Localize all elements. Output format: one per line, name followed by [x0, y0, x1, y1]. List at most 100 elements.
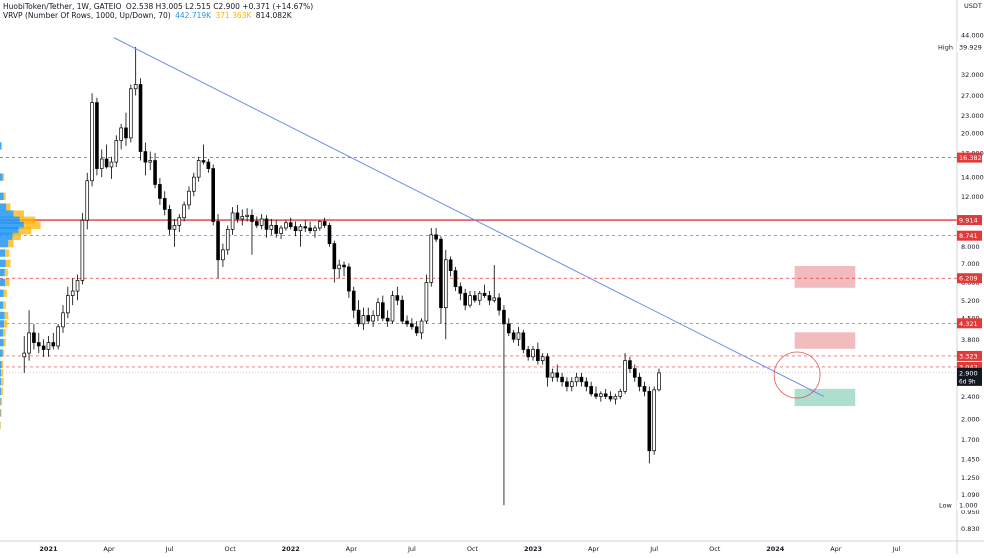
candle-body [367, 316, 370, 322]
candle-body [183, 205, 186, 218]
candle-body [493, 298, 496, 300]
candle-body [536, 349, 539, 360]
currency-label: USDT [964, 2, 982, 10]
candle-body [653, 390, 656, 451]
candle-body [280, 228, 283, 233]
candle-body [415, 327, 418, 333]
time-tick-label: Apr [588, 545, 600, 553]
candle-body [62, 313, 65, 327]
candle-body [377, 303, 380, 316]
volume-profile-down-bar [1, 369, 3, 376]
candle-body [42, 346, 45, 350]
candle-body [149, 161, 152, 163]
candle-body [512, 333, 515, 339]
volume-profile-down-bar [5, 279, 9, 286]
candle-body [158, 184, 161, 198]
volume-profile-up-bar [0, 312, 5, 319]
volume-profile-up-bar [0, 349, 3, 356]
candle-body [57, 327, 60, 346]
time-tick-label: Jul [407, 545, 416, 553]
volume-profile-up-bar [0, 409, 1, 416]
volume-profile-down-bar [6, 260, 11, 267]
vrvp-down-value: 371.363K [215, 11, 251, 20]
volume-profile-down-bar [12, 233, 20, 240]
level-price-tag-label: 8.741 [959, 232, 978, 240]
candle-body [352, 291, 355, 310]
candle-body [449, 260, 452, 271]
candle-body [590, 386, 593, 393]
volume-profile-up-bar [0, 378, 1, 385]
candle-body [241, 217, 244, 219]
price-tick-label: 44.000 [961, 31, 984, 39]
candle-body [435, 235, 438, 239]
candle-body [255, 221, 258, 225]
volume-profile-down-bar [5, 269, 8, 276]
candle-body [173, 225, 176, 229]
candle-body [71, 291, 74, 296]
volume-profile-down-bar [8, 240, 13, 247]
candle-body [585, 382, 588, 387]
candle-body [314, 228, 317, 231]
candle-body [507, 324, 510, 333]
candle-body [624, 361, 627, 392]
volume-profile-down-bar [3, 173, 5, 180]
price-tick-label: 27.000 [961, 92, 984, 100]
candle-body [347, 267, 350, 291]
level-price-tag-label: 16.382 [959, 154, 982, 162]
volume-profile-up-bar [0, 142, 1, 149]
candle-body [212, 169, 215, 222]
candle-body [37, 343, 40, 346]
time-tick-label: Oct [467, 545, 479, 553]
current-price-value: 2.900 [959, 369, 978, 377]
candle-body [498, 298, 501, 310]
candle-body [343, 265, 346, 267]
candle-body [522, 333, 525, 350]
candle-body [178, 218, 181, 226]
price-tick-label: 32.000 [961, 71, 984, 79]
candle-body [168, 209, 171, 229]
candle-body [251, 215, 254, 221]
candle-body [502, 310, 505, 324]
candle-body [188, 191, 191, 205]
volume-profile-down-bar [0, 422, 1, 429]
candle-body [454, 271, 457, 287]
candle-body [648, 391, 651, 450]
candle-body [430, 235, 433, 283]
volume-profile-down-bar [3, 301, 6, 308]
candle-body [464, 293, 467, 305]
volume-profile-up-bar [0, 260, 6, 267]
candle-body [595, 394, 598, 397]
candle-body [633, 369, 636, 378]
candle-body [125, 128, 128, 138]
candle-body [231, 213, 234, 229]
volume-profile-up-bar [0, 329, 3, 336]
price-tick-label: 1.090 [961, 491, 980, 499]
price-tick-label: 2.000 [961, 416, 980, 424]
volume-profile-down-bar [2, 361, 4, 368]
candle-body [628, 361, 631, 369]
volume-profile-down-bar [1, 398, 3, 405]
candle-body [396, 296, 399, 301]
candle-body [32, 333, 35, 343]
volume-profile-up-bar [0, 173, 3, 180]
candle-body [532, 349, 535, 356]
volume-profile-down-bar [1, 142, 2, 149]
candle-body [154, 161, 157, 185]
time-tick-label: Apr [830, 545, 842, 553]
candle-body [275, 225, 278, 233]
level-price-tag-label: 9.914 [959, 217, 978, 225]
price-tick-label: 12.000 [961, 193, 984, 201]
volume-profile-up-bar [0, 388, 1, 395]
time-tick-label: 2023 [524, 545, 542, 553]
candle-body [478, 293, 481, 300]
candle-body [265, 219, 268, 229]
price-tick-label: 3.800 [961, 336, 980, 344]
price-tick-label: 23.000 [961, 112, 984, 120]
resistance-zone [795, 332, 856, 349]
candle-body [599, 394, 602, 397]
candle-body [294, 227, 297, 231]
candle-body [527, 349, 530, 356]
candle-body [556, 373, 559, 377]
